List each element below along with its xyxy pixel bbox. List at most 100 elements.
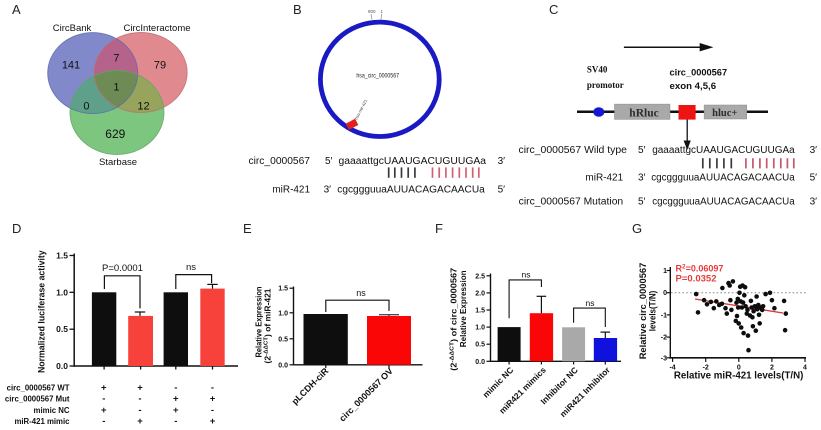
svg-text:-1: -1 [661, 312, 667, 319]
svg-text:B: B [293, 2, 302, 17]
svg-text:miR-421 mimic: miR-421 mimic [14, 417, 70, 426]
svg-text:1.0: 1.0 [56, 287, 68, 297]
svg-text:hluc+: hluc+ [712, 108, 737, 119]
svg-text:promotor: promotor [587, 80, 624, 90]
svg-text:C: C [549, 2, 558, 17]
svg-text:3′: 3′ [324, 185, 332, 196]
svg-text:-: - [138, 405, 141, 416]
svg-text:Relative Expression: Relative Expression [254, 286, 263, 357]
svg-text:-: - [174, 383, 177, 394]
svg-text:+: + [210, 416, 216, 427]
svg-text:-2: -2 [661, 335, 667, 342]
svg-text:0: 0 [663, 290, 667, 297]
svg-text:5′: 5′ [325, 156, 333, 167]
svg-text:-: - [138, 394, 141, 405]
svg-text:1: 1 [113, 82, 119, 94]
svg-text:gaaaattgcUAAUGACUGUUGAa: gaaaattgcUAAUGACUGUUGAa [652, 145, 795, 156]
svg-text:2: 2 [770, 364, 774, 371]
svg-text:79: 79 [154, 60, 166, 72]
svg-text:-2: -2 [703, 364, 709, 371]
svg-text:E: E [243, 221, 252, 236]
svg-text:cgcggguuaAUUACAGACAACUa: cgcggguuaAUUACAGACAACUa [652, 197, 795, 208]
svg-text:circ_0000567 Mutation: circ_0000567 Mutation [519, 197, 624, 208]
svg-text:0.0: 0.0 [475, 359, 485, 366]
svg-text:+: + [137, 383, 143, 394]
svg-text:Normalized luciferase activity: Normalized luciferase activity [37, 250, 47, 373]
svg-text:1.5: 1.5 [56, 251, 68, 261]
svg-text:ns: ns [356, 288, 366, 298]
svg-text:Relative Expression: Relative Expression [459, 270, 468, 347]
svg-text:800: 800 [368, 9, 376, 14]
svg-text:P=0.0001: P=0.0001 [102, 263, 143, 274]
svg-text:0.0: 0.0 [278, 362, 288, 369]
svg-text:1.5: 1.5 [278, 286, 288, 293]
svg-text:CircBank: CircBank [53, 23, 92, 34]
svg-text:+: + [101, 405, 107, 416]
svg-text:+: + [101, 383, 107, 394]
svg-text:-: - [102, 416, 105, 427]
svg-text:4: 4 [803, 364, 807, 371]
svg-text:circ_0000567 Wild type: circ_0000567 Wild type [519, 145, 628, 156]
svg-text:2.5: 2.5 [475, 273, 485, 280]
svg-text:141: 141 [62, 60, 80, 72]
svg-text:hsa_circ_0000567: hsa_circ_0000567 [356, 73, 399, 80]
svg-text:circ_0000567: circ_0000567 [670, 67, 728, 77]
svg-text:+: + [137, 416, 143, 427]
svg-text:1: 1 [381, 9, 384, 14]
svg-text:+: + [173, 394, 179, 405]
svg-text:Starbase: Starbase [99, 157, 137, 168]
svg-text:mimic NC: mimic NC [34, 406, 70, 415]
svg-text:A: A [12, 2, 21, 17]
svg-text:ns: ns [586, 298, 595, 308]
svg-text:P=0.0352: P=0.0352 [676, 274, 717, 284]
svg-text:ns: ns [522, 269, 531, 279]
svg-text:1.5: 1.5 [475, 308, 485, 315]
svg-text:ns: ns [186, 262, 196, 273]
svg-text:0.5: 0.5 [278, 336, 288, 343]
svg-text:cgcggguuaAUUACAGACAACUa: cgcggguuaAUUACAGACAACUa [651, 173, 795, 184]
svg-text:3′: 3′ [810, 145, 818, 156]
svg-text:levels(T/N): levels(T/N) [648, 291, 659, 332]
svg-text:-4: -4 [669, 364, 675, 371]
svg-text:hRluc: hRluc [629, 107, 658, 119]
svg-text:-: - [174, 416, 177, 427]
svg-text:-: - [102, 394, 105, 405]
svg-text:+: + [210, 394, 216, 405]
svg-text:exon 4,5,6: exon 4,5,6 [670, 81, 717, 91]
svg-text:CircInteractome: CircInteractome [123, 23, 190, 34]
svg-text:3′: 3′ [810, 197, 818, 208]
svg-text:Relative circ_0000567: Relative circ_0000567 [638, 263, 649, 360]
svg-text:1: 1 [663, 268, 667, 275]
svg-text:-3: -3 [661, 355, 667, 362]
svg-text:-: - [211, 405, 214, 416]
svg-text:(2-ΔΔCT) of circ_0000567: (2-ΔΔCT) of circ_0000567 [450, 267, 459, 371]
svg-text:2.0: 2.0 [475, 290, 485, 297]
svg-text:(2-ΔΔCT) of miR-421: (2-ΔΔCT) of miR-421 [263, 288, 272, 364]
svg-text:7: 7 [113, 53, 119, 65]
svg-text:0.0: 0.0 [56, 361, 68, 371]
svg-text:5′: 5′ [810, 173, 818, 184]
svg-text:gaaaattgcUAAUGACUGUUGAa: gaaaattgcUAAUGACUGUUGAa [339, 156, 487, 167]
svg-text:12: 12 [137, 101, 149, 113]
svg-text:1.0: 1.0 [475, 325, 485, 332]
svg-text:R2=0.06097: R2=0.06097 [676, 263, 724, 274]
svg-text:5′: 5′ [498, 185, 506, 196]
svg-text:+: + [173, 405, 179, 416]
svg-text:cgcggguuaAUUACAGACAACUa: cgcggguuaAUUACAGACAACUa [337, 185, 485, 196]
svg-text:-: - [211, 383, 214, 394]
svg-text:circ_0000567 WT: circ_0000567 WT [7, 384, 70, 393]
svg-text:1.0: 1.0 [278, 310, 288, 317]
svg-text:629: 629 [105, 127, 125, 141]
svg-text:circ_0000567 Mut: circ_0000567 Mut [5, 395, 70, 404]
svg-text:SV40: SV40 [587, 65, 608, 75]
svg-text:G: G [632, 221, 642, 236]
svg-text:Relative miR-421 levels(T/N): Relative miR-421 levels(T/N) [674, 370, 804, 382]
svg-text:0.5: 0.5 [56, 324, 68, 334]
svg-text:5′: 5′ [638, 197, 646, 208]
svg-text:circ_0000567: circ_0000567 [249, 156, 311, 167]
svg-text:0: 0 [83, 101, 89, 113]
svg-text:D: D [12, 221, 21, 236]
svg-text:3′: 3′ [638, 173, 646, 184]
svg-text:3′: 3′ [498, 156, 506, 167]
svg-text:miR-421: miR-421 [585, 173, 623, 184]
